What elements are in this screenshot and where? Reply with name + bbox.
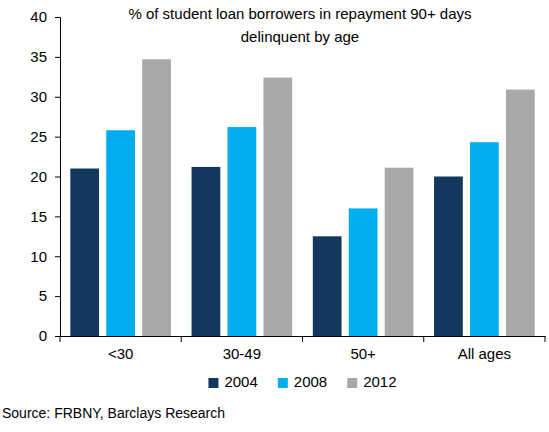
y-tick-label: 25 bbox=[30, 128, 47, 145]
bar bbox=[263, 78, 292, 336]
y-tick: 20 bbox=[30, 168, 60, 185]
y-tick-label: 30 bbox=[30, 88, 47, 105]
y-tick-label: 35 bbox=[30, 48, 47, 65]
y-tick-label: 20 bbox=[30, 168, 47, 185]
bar bbox=[506, 90, 535, 336]
legend-swatch bbox=[347, 378, 357, 388]
y-tick-mark bbox=[55, 216, 60, 217]
category-separator bbox=[302, 336, 303, 342]
category-separators bbox=[60, 336, 545, 342]
x-tick-label: 30-49 bbox=[223, 345, 261, 362]
y-tick: 25 bbox=[30, 128, 60, 145]
bar bbox=[70, 169, 99, 336]
x-axis: <30 30-49 50+ All ages bbox=[60, 336, 546, 362]
bar bbox=[313, 236, 342, 336]
y-tick-mark bbox=[55, 97, 60, 98]
legend-label: 2012 bbox=[363, 373, 396, 390]
category-separator bbox=[423, 336, 424, 342]
x-tick: <30 bbox=[108, 345, 133, 362]
legend-label: 2004 bbox=[224, 373, 257, 390]
y-tick: 30 bbox=[30, 88, 60, 105]
y-tick-mark bbox=[55, 17, 60, 18]
bar bbox=[349, 208, 378, 336]
x-tick-label: All ages bbox=[458, 345, 511, 362]
y-tick-mark bbox=[55, 296, 60, 297]
bar bbox=[192, 167, 221, 336]
y-tick-label: 0 bbox=[39, 327, 47, 344]
bar bbox=[385, 168, 414, 336]
title-line: delinquent by age bbox=[241, 28, 359, 45]
legend-label: 2008 bbox=[294, 373, 327, 390]
bar bbox=[142, 59, 171, 336]
x-tick-label: 50+ bbox=[350, 345, 376, 362]
y-tick: 35 bbox=[30, 48, 60, 65]
y-tick-label: 15 bbox=[30, 208, 47, 225]
y-tick-mark bbox=[55, 256, 60, 257]
bar-series bbox=[142, 59, 535, 336]
y-tick: 40 bbox=[30, 8, 60, 25]
bar bbox=[434, 177, 463, 337]
category-separator bbox=[545, 336, 546, 342]
y-tick-mark bbox=[55, 177, 60, 178]
y-axis-line bbox=[55, 18, 61, 337]
bar bbox=[227, 127, 256, 336]
x-tick: 30-49 bbox=[223, 345, 261, 362]
chart: 0 5 10 15 20 25 30 35 40 <30 30-49 50+ All ages % of … bbox=[0, 0, 549, 432]
title: % of student loan borrowers in repayment… bbox=[128, 5, 471, 45]
bar bbox=[470, 142, 499, 336]
x-tick: All ages bbox=[458, 345, 511, 362]
category-separator bbox=[181, 336, 182, 342]
y-tick-mark bbox=[55, 57, 60, 58]
category-separator bbox=[60, 336, 61, 342]
x-tick-label: <30 bbox=[108, 345, 133, 362]
y-tick: 10 bbox=[30, 248, 60, 265]
legend: 2004 2008 2012 bbox=[208, 373, 396, 390]
y-tick-mark bbox=[55, 137, 60, 138]
legend-swatch bbox=[208, 378, 218, 388]
y-tick-label: 40 bbox=[30, 8, 47, 25]
legend-item: 2004 bbox=[208, 373, 257, 390]
y-tick: 0 bbox=[39, 327, 60, 344]
title-line: % of student loan borrowers in repayment… bbox=[128, 5, 471, 22]
y-tick: 5 bbox=[39, 287, 60, 304]
y-tick: 15 bbox=[30, 208, 60, 225]
bars bbox=[70, 59, 534, 336]
legend-item: 2008 bbox=[278, 373, 327, 390]
legend-item: 2012 bbox=[347, 373, 396, 390]
y-tick-label: 10 bbox=[30, 248, 47, 265]
bar bbox=[106, 130, 135, 336]
source: Source: FRBNY, Barclays Research bbox=[2, 405, 225, 421]
legend-swatch bbox=[278, 378, 288, 388]
x-tick: 50+ bbox=[350, 345, 376, 362]
y-axis: 0 5 10 15 20 25 30 35 40 bbox=[30, 8, 60, 344]
y-tick-mark bbox=[55, 336, 60, 337]
y-tick-label: 5 bbox=[39, 287, 47, 304]
